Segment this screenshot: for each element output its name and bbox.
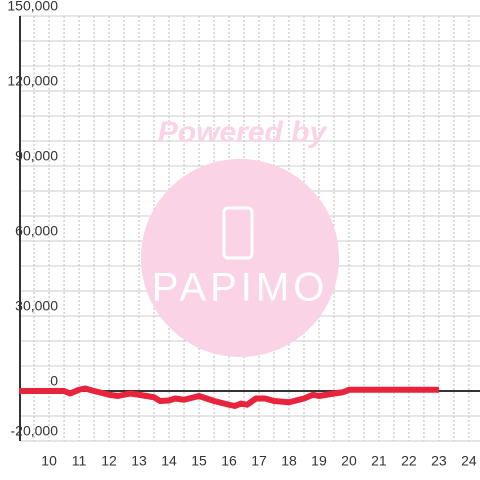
watermark-logo: PAPIMO xyxy=(152,266,329,310)
y-tick-label: -20,000 xyxy=(11,423,59,439)
x-tick-label: 12 xyxy=(101,453,117,469)
y-tick-label: 30,000 xyxy=(15,298,58,314)
x-tick-label: 24 xyxy=(461,453,477,469)
y-tick-label: 90,000 xyxy=(15,148,58,164)
x-tick-label: 19 xyxy=(311,453,327,469)
data-line xyxy=(19,385,439,409)
x-tick-label: 18 xyxy=(281,453,297,469)
x-tick-label: 14 xyxy=(161,453,177,469)
watermark-icon xyxy=(222,206,254,260)
y-tick-label: 120,000 xyxy=(7,73,58,89)
x-tick-label: 20 xyxy=(341,453,357,469)
x-tick-label: 13 xyxy=(131,453,147,469)
x-tick-label: 21 xyxy=(371,453,387,469)
x-tick-label: 17 xyxy=(251,453,267,469)
y-tick-label: 60,000 xyxy=(15,223,58,239)
x-tick-label: 23 xyxy=(431,453,447,469)
watermark-text: Powered by xyxy=(158,116,328,149)
y-tick-label: 150,000 xyxy=(7,0,58,14)
x-tick-label: 16 xyxy=(221,453,237,469)
x-tick-label: 11 xyxy=(72,453,87,469)
x-tick-label: 15 xyxy=(191,453,207,469)
y-tick-label: 0 xyxy=(50,373,58,389)
x-tick-label: 22 xyxy=(401,453,417,469)
x-tick-label: 10 xyxy=(41,453,57,469)
